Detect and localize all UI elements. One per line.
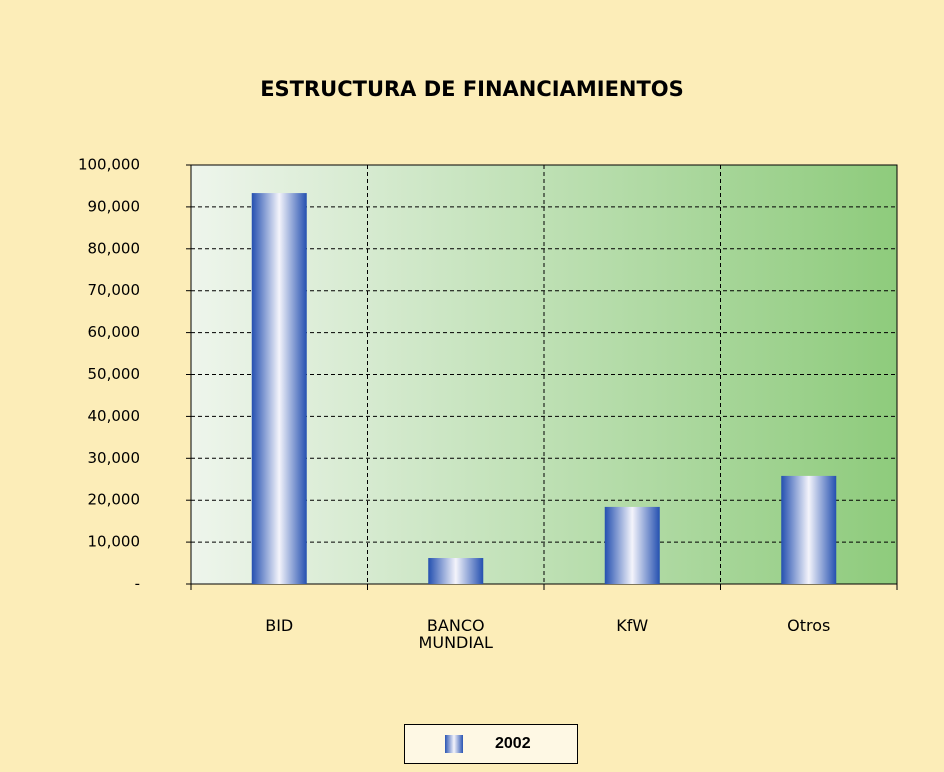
chart-title: ESTRUCTURA DE FINANCIAMIENTOS (260, 77, 684, 101)
bar (251, 193, 307, 584)
y-tick-label: 20,000 (88, 491, 141, 509)
legend-swatch (445, 735, 463, 753)
legend: 2002 (404, 724, 578, 764)
x-tick-label: Otros (787, 616, 831, 635)
y-tick-label: 50,000 (88, 365, 141, 383)
y-tick-label: 70,000 (88, 281, 141, 299)
x-tick-label: KfW (616, 616, 649, 635)
y-tick-label: 10,000 (88, 533, 141, 551)
bar (428, 558, 484, 584)
bar (781, 475, 837, 584)
y-tick-label: - (135, 575, 140, 593)
bar (604, 506, 660, 584)
y-tick-label: 30,000 (88, 449, 141, 467)
y-tick-label: 100,000 (78, 156, 140, 174)
x-tick-label: BID (265, 616, 294, 635)
y-tick-label: 80,000 (88, 239, 141, 257)
y-tick-label: 40,000 (88, 407, 141, 425)
y-tick-label: 60,000 (88, 323, 141, 341)
x-tick-label: BANCO MUNDIAL (418, 616, 493, 652)
legend-label: 2002 (495, 735, 531, 752)
y-tick-label: 90,000 (88, 197, 141, 215)
